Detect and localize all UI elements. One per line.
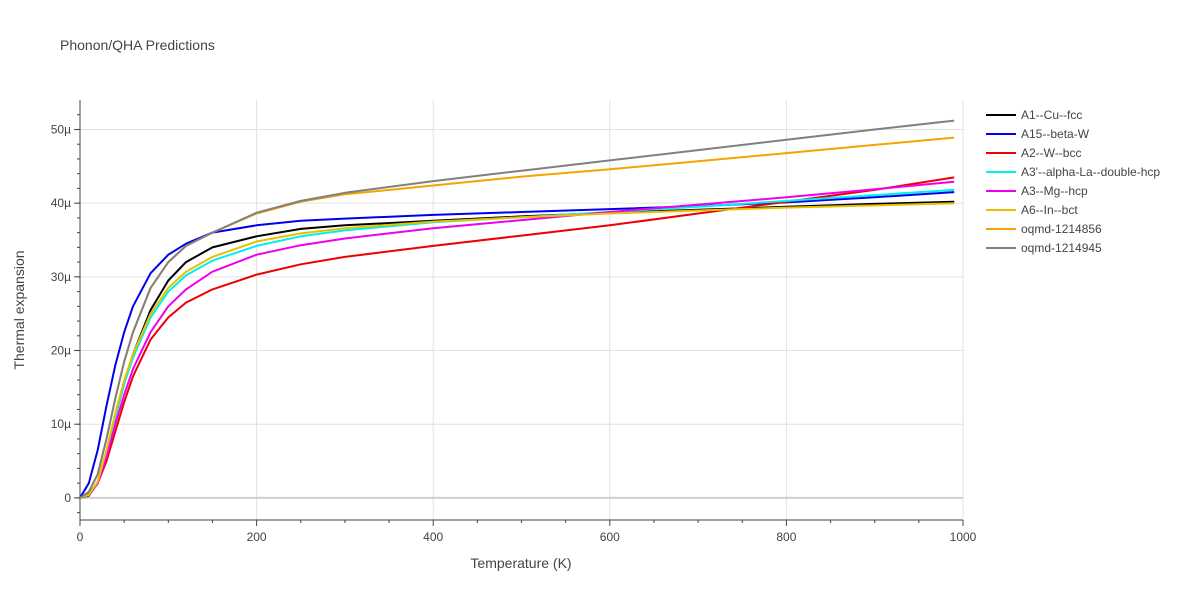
y-tick-label: 10µ	[51, 417, 71, 431]
legend-item[interactable]: A3--Mg--hcp	[986, 184, 1088, 198]
series-line-7	[79, 119, 955, 499]
y-tick-label: 0	[64, 491, 71, 505]
series-line-1	[79, 191, 955, 499]
series-line-0	[79, 200, 955, 499]
x-tick-label: 600	[600, 530, 620, 544]
legend-item[interactable]: oqmd-1214945	[986, 241, 1102, 255]
legend-label: A15--beta-W	[1021, 127, 1090, 141]
y-tick-label: 30µ	[51, 270, 71, 284]
legend-label: A3--Mg--hcp	[1021, 184, 1088, 198]
plot-series	[79, 119, 955, 499]
legend-label: A1--Cu--fcc	[1021, 108, 1082, 122]
series-line-5	[79, 202, 955, 499]
legend[interactable]: A1--Cu--fcc A15--beta-W A2--W--bcc A3'--alp…	[986, 108, 1160, 255]
x-tick-label: 1000	[950, 530, 977, 544]
legend-label: oqmd-1214856	[1021, 222, 1102, 236]
x-tick-label: 0	[77, 530, 84, 544]
grid-lines	[80, 100, 964, 520]
y-tick-label: 20µ	[51, 344, 71, 358]
x-tick-label: 800	[776, 530, 796, 544]
legend-label: A6--In--bct	[1021, 203, 1078, 217]
chart-title: Phonon/QHA Predictions	[60, 37, 215, 53]
legend-item[interactable]: A1--Cu--fcc	[986, 108, 1082, 122]
x-axis-label: Temperature (K)	[470, 555, 571, 571]
series-line-2	[79, 176, 955, 499]
legend-item[interactable]: A15--beta-W	[986, 127, 1090, 141]
legend-item[interactable]: oqmd-1214856	[986, 222, 1102, 236]
series-line-6	[79, 136, 955, 499]
series-line-4	[79, 180, 955, 499]
y-axis-label: Thermal expansion	[11, 250, 27, 369]
legend-label: A3'--alpha-La--double-hcp	[1021, 165, 1160, 179]
legend-item[interactable]: A2--W--bcc	[986, 146, 1081, 160]
legend-item[interactable]: A6--In--bct	[986, 203, 1078, 217]
y-tick-label: 50µ	[51, 122, 71, 136]
legend-item[interactable]: A3'--alpha-La--double-hcp	[986, 165, 1160, 179]
legend-label: oqmd-1214945	[1021, 241, 1102, 255]
x-tick-label: 200	[247, 530, 267, 544]
axes: 0 200 400 600 800 1000 0 10µ 20µ 30µ 40µ 50µ	[51, 100, 977, 544]
x-tick-label: 400	[423, 530, 443, 544]
legend-label: A2--W--bcc	[1021, 146, 1081, 160]
y-tick-label: 40µ	[51, 196, 71, 210]
